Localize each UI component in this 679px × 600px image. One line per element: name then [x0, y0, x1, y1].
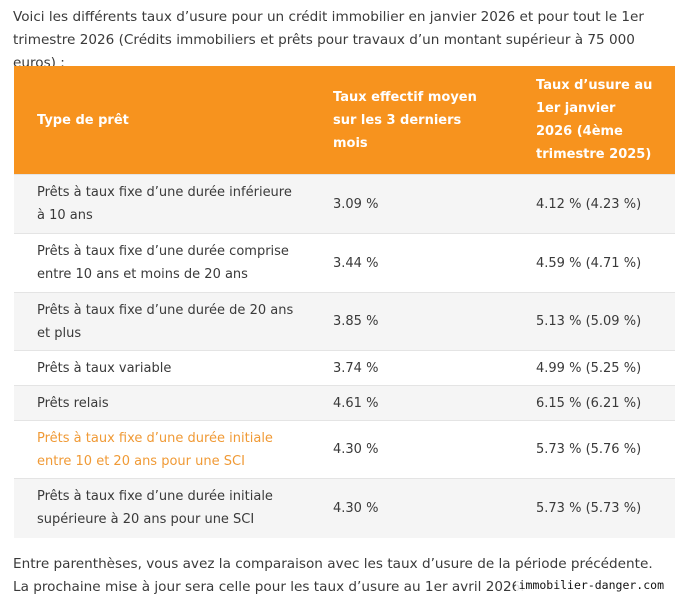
table-row: Prêts à taux fixe d’une durée inférieure… [14, 174, 675, 234]
header-loan-type-label: Type de prêt [37, 112, 129, 128]
cell-average-rate: 4.30 % [333, 420, 536, 479]
cell-usury-rate: 4.12 % (4.23 %) [536, 174, 675, 234]
cell-loan-type-text: Prêts relais [37, 395, 109, 411]
cell-loan-type-text: Prêts à taux fixe d’une durée de 20 ans … [37, 302, 294, 341]
cell-loan-type-text: Prêts à taux fixe d’une durée inférieure… [37, 185, 292, 223]
cell-loan-type-text: Prêts à taux variable [37, 360, 172, 376]
cell-loan-type: Prêts à taux fixe d’une durée inférieure… [14, 174, 333, 234]
cell-average-rate: 3.74 % [333, 350, 536, 386]
cell-usury-rate: 4.59 % (4.71 %) [536, 233, 675, 293]
table-row: Prêts à taux fixe d’une durée de 20 ans … [14, 292, 675, 351]
table-row: Prêts relais 4.61 % 6.15 % (6.21 %) [14, 385, 675, 421]
table-row: Prêts à taux fixe d’une durée initiale s… [14, 478, 675, 538]
cell-average-rate: 3.85 % [333, 292, 536, 351]
cell-loan-type: Prêts à taux fixe d’une durée initiale s… [14, 478, 333, 538]
cell-average-rate: 3.09 % [333, 174, 536, 234]
header-usury-rate-label: Taux d’usure au 1er janvier 2026 (4ème t… [536, 78, 653, 162]
cell-loan-type-link[interactable]: Prêts à taux fixe d’une durée initiale e… [14, 420, 333, 479]
cell-loan-type-text: Prêts à taux fixe d’une durée comprise e… [37, 244, 289, 282]
table-row: Prêts à taux variable 3.74 % 4.99 % (5.2… [14, 350, 675, 386]
header-average-rate-label: Taux effectif moyen sur les 3 derniers m… [333, 89, 477, 151]
header-loan-type: Type de prêt [14, 66, 333, 175]
site-watermark: immobilier-danger.com [515, 577, 667, 593]
table-row: Prêts à taux fixe d’une durée comprise e… [14, 233, 675, 293]
intro-paragraph: Voici les différents taux d’usure pour u… [13, 9, 644, 71]
table-row-highlighted: Prêts à taux fixe d’une durée initiale e… [14, 420, 675, 479]
cell-usury-rate: 5.13 % (5.09 %) [536, 292, 675, 351]
cell-loan-type: Prêts à taux fixe d’une durée de 20 ans … [14, 292, 333, 351]
cell-usury-rate: 5.73 % (5.73 %) [536, 478, 675, 538]
cell-usury-rate: 4.99 % (5.25 %) [536, 350, 675, 386]
cell-average-rate: 4.61 % [333, 385, 536, 421]
header-average-rate: Taux effectif moyen sur les 3 derniers m… [333, 66, 536, 175]
table-header-row: Type de prêt Taux effectif moyen sur les… [14, 66, 675, 175]
cell-loan-type: Prêts à taux fixe d’une durée comprise e… [14, 233, 333, 293]
cell-average-rate: 4.30 % [333, 478, 536, 538]
cell-loan-type-text: Prêts à taux fixe d’une durée initiale s… [37, 489, 273, 528]
cell-loan-type: Prêts relais [14, 385, 333, 421]
cell-loan-type-text[interactable]: Prêts à taux fixe d’une durée initiale e… [37, 430, 273, 469]
footer-paragraph: Entre parenthèses, vous avez la comparai… [13, 556, 653, 595]
usury-rates-table: Type de prêt Taux effectif moyen sur les… [14, 66, 675, 538]
cell-average-rate: 3.44 % [333, 233, 536, 293]
cell-loan-type: Prêts à taux variable [14, 350, 333, 386]
header-usury-rate: Taux d’usure au 1er janvier 2026 (4ème t… [536, 66, 675, 175]
cell-usury-rate: 6.15 % (6.21 %) [536, 385, 675, 421]
cell-usury-rate: 5.73 % (5.76 %) [536, 420, 675, 479]
